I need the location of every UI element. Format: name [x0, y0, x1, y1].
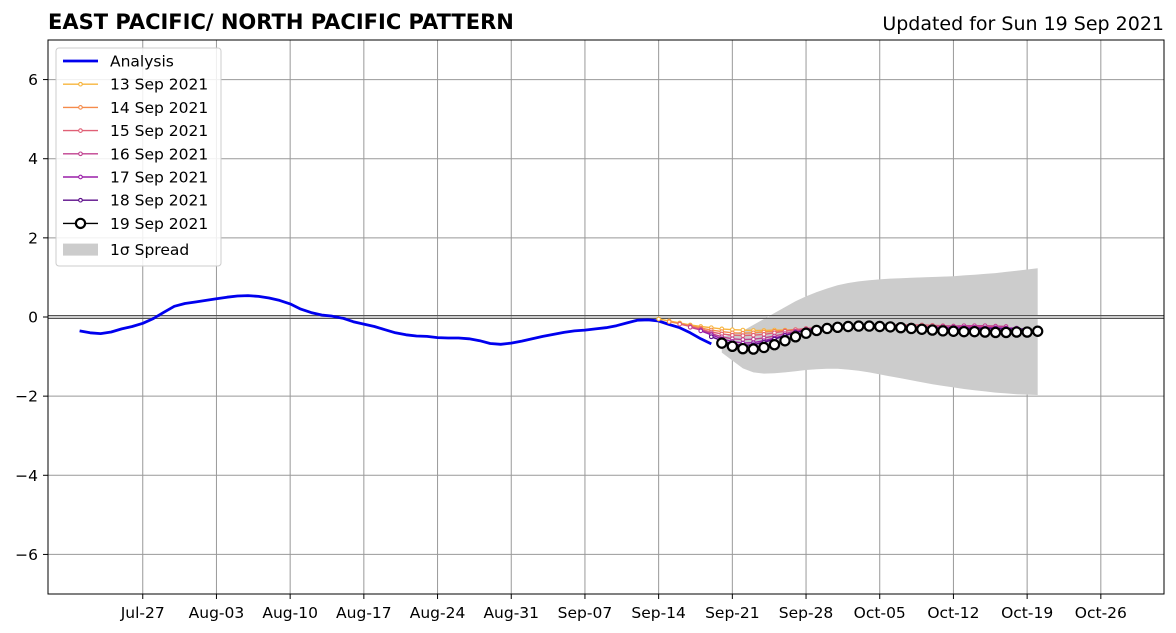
forecast-point [1010, 326, 1023, 338]
x-tick-label: Sep-07 [558, 604, 613, 622]
legend-marker [78, 128, 83, 133]
y-tick-label: 2 [28, 229, 38, 247]
legend-box [55, 47, 222, 267]
x-tick-label: Sep-14 [631, 604, 686, 622]
forecast-point [740, 333, 746, 338]
x-tick-label: Oct-12 [927, 604, 979, 622]
forecast-point [905, 322, 918, 335]
forecast-point [758, 341, 770, 354]
y-tick-label: −6 [15, 546, 38, 564]
x-tick-label: Aug-24 [410, 604, 466, 622]
legend-label: 1σ Spread [110, 241, 189, 259]
forecast-point [884, 321, 896, 333]
forecast-point [810, 324, 823, 337]
forecast-point [737, 342, 749, 355]
forecast-point [937, 325, 949, 337]
legend-marker [74, 217, 87, 230]
legend-label: Analysis [110, 53, 174, 71]
forecast-point [789, 331, 802, 343]
legend-label: 14 Sep 2021 [110, 99, 208, 117]
legend-marker [78, 197, 83, 203]
forecast-point [1000, 326, 1012, 339]
y-tick-label: −2 [15, 388, 38, 406]
x-tick-label: Aug-17 [336, 604, 392, 622]
forecast-point [842, 320, 854, 333]
forecast-point [800, 327, 812, 339]
forecast-point [926, 324, 939, 336]
forecast-point [716, 337, 728, 349]
legend-label: 15 Sep 2021 [110, 122, 208, 140]
forecast-point [874, 320, 886, 333]
legend-label: 17 Sep 2021 [110, 169, 208, 187]
x-tick-label: Jul-27 [120, 604, 165, 622]
x-tick-label: Oct-19 [1001, 604, 1053, 622]
forecast-point [895, 321, 907, 334]
chart-subtitle: Updated for Sun 19 Sep 2021 [882, 13, 1164, 35]
forecast-point [916, 323, 928, 335]
x-tick-label: Sep-21 [705, 604, 760, 622]
series [79, 294, 1044, 355]
legend-swatch [63, 243, 98, 256]
forecast-point [708, 334, 714, 340]
forecast-point [968, 325, 981, 338]
forecast-point [989, 326, 1002, 339]
forecast-point [751, 332, 756, 338]
forecast-point [677, 321, 683, 327]
x-tick-label: Oct-26 [1075, 604, 1127, 622]
legend-label: 13 Sep 2021 [110, 76, 208, 94]
forecast-point [958, 325, 970, 338]
forecast-point [666, 319, 672, 325]
legend-label: 19 Sep 2021 [110, 215, 208, 233]
legend-marker [78, 105, 83, 110]
forecast-point [747, 343, 760, 355]
forecast-point [947, 325, 960, 337]
forecast-point [687, 324, 693, 330]
y-tick-label: −4 [15, 467, 38, 485]
zero-line [48, 315, 1164, 319]
legend-label: 18 Sep 2021 [110, 192, 208, 210]
forecast-point [726, 340, 739, 352]
y-axis: −6 −4 −2 0 2 4 6 [15, 71, 48, 564]
legend: Analysis 13 Sep 2021 14 Sep 2021 15 Sep 202… [55, 47, 222, 267]
forecast-point [768, 339, 781, 351]
chart-title: EAST PACIFIC/ NORTH PACIFIC PATTERN [48, 10, 514, 34]
forecast-point [779, 335, 791, 347]
legend-marker [78, 81, 83, 87]
forecast-point [698, 328, 704, 334]
forecast-point [863, 320, 875, 332]
x-tick-label: Aug-31 [483, 604, 539, 622]
forecast-point [656, 316, 661, 322]
y-tick-label: 4 [28, 150, 38, 168]
legend-marker [78, 151, 83, 157]
forecast-point [979, 326, 991, 338]
x-tick-label: Aug-10 [262, 604, 318, 622]
y-tick-label: 6 [28, 71, 38, 89]
forecast-point [1031, 325, 1044, 337]
legend-label: 16 Sep 2021 [110, 145, 208, 163]
forecast-point [1021, 326, 1033, 338]
forecast-point [852, 320, 865, 332]
y-tick-label: 0 [28, 309, 38, 327]
forecast-point [821, 322, 833, 335]
analysis-line [79, 294, 712, 346]
x-tick-label: Aug-03 [189, 604, 245, 622]
x-axis: Jul-27 Aug-03 Aug-10 Aug-17 Aug-24 Aug-31 Sep-… [120, 594, 1127, 622]
legend-marker [78, 174, 83, 180]
forecast-point [831, 321, 844, 333]
x-tick-label: Oct-05 [854, 604, 906, 622]
x-tick-label: Sep-28 [779, 604, 834, 622]
